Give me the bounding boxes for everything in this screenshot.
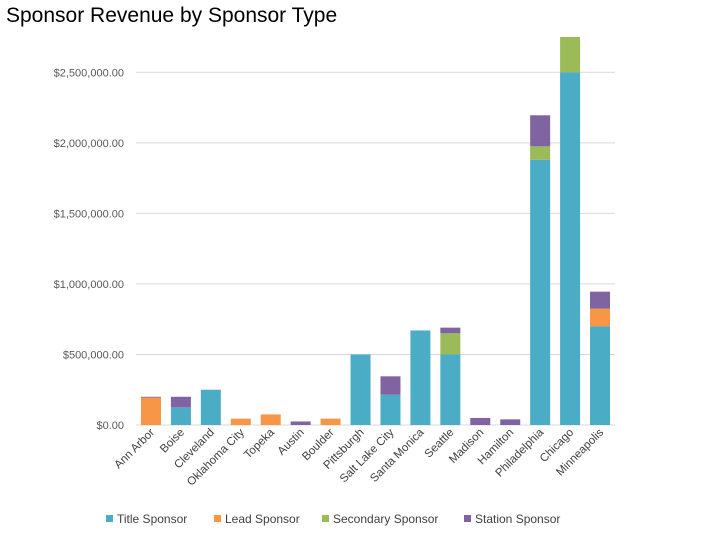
y-tick-label: $500,000.00 xyxy=(63,349,124,361)
legend-swatch-station-sponsor xyxy=(464,515,471,522)
x-tick-label: Ann Arbor xyxy=(112,427,157,472)
bar-austin-station-sponsor xyxy=(290,421,311,425)
legend-swatch-title-sponsor xyxy=(106,515,113,522)
bar-minneapolis-title-sponsor xyxy=(590,326,611,425)
bar-madison-station-sponsor xyxy=(470,417,491,425)
bar-ann-arbor-lead-sponsor xyxy=(140,397,161,425)
bar-philadelphia-station-sponsor xyxy=(530,115,551,147)
bars xyxy=(140,37,611,425)
y-tick-label: $1,500,000.00 xyxy=(54,208,124,220)
bar-boise-station-sponsor xyxy=(170,396,191,408)
bar-philadelphia-title-sponsor xyxy=(530,159,551,425)
y-tick-label: $1,000,000.00 xyxy=(54,279,124,291)
bar-hamilton-station-sponsor xyxy=(500,419,521,425)
legend-label-title-sponsor: Title Sponsor xyxy=(117,512,187,526)
legend-swatch-secondary-sponsor xyxy=(322,515,329,522)
x-tick-label: Santa Monica xyxy=(368,426,427,485)
legend-label-lead-sponsor: Lead Sponsor xyxy=(225,512,300,526)
bar-salt-lake-city-title-sponsor xyxy=(380,394,401,425)
bar-boulder-lead-sponsor xyxy=(320,418,341,425)
bar-oklahoma-city-lead-sponsor xyxy=(230,418,251,425)
bar-salt-lake-city-station-sponsor xyxy=(380,376,401,395)
bar-ann-arbor-station-sponsor xyxy=(140,396,161,398)
legend: Title Sponsor Lead Sponsor Secondary Spons… xyxy=(106,512,560,526)
bar-chicago-secondary-sponsor xyxy=(560,37,581,73)
y-tick-label: $2,000,000.00 xyxy=(54,138,124,150)
y-tick-label: $0.00 xyxy=(96,420,124,432)
bar-pittsburgh-title-sponsor xyxy=(350,354,371,425)
legend-swatch-lead-sponsor xyxy=(214,515,221,522)
bar-topeka-lead-sponsor xyxy=(260,414,281,425)
bar-seattle-secondary-sponsor xyxy=(440,333,461,355)
bar-cleveland-title-sponsor xyxy=(200,389,221,425)
chart-title: Sponsor Revenue by Sponsor Type xyxy=(6,4,338,27)
bar-seattle-title-sponsor xyxy=(440,354,461,425)
bar-chicago-title-sponsor xyxy=(560,72,581,425)
x-tick-label: Topeka xyxy=(242,426,277,461)
legend-label-station-sponsor: Station Sponsor xyxy=(475,512,560,526)
bar-boise-title-sponsor xyxy=(170,407,191,425)
bar-santa-monica-title-sponsor xyxy=(410,330,431,425)
y-axis-tick-labels: $0.00 $500,000.00 $1,000,000.00 $1,500,000.… xyxy=(54,67,124,432)
bar-philadelphia-secondary-sponsor xyxy=(530,146,551,160)
legend-label-secondary-sponsor: Secondary Sponsor xyxy=(333,512,438,526)
bar-minneapolis-station-sponsor xyxy=(590,291,611,309)
y-tick-label: $2,500,000.00 xyxy=(54,67,124,79)
bar-seattle-station-sponsor xyxy=(440,327,461,334)
bar-minneapolis-lead-sponsor xyxy=(590,308,611,327)
